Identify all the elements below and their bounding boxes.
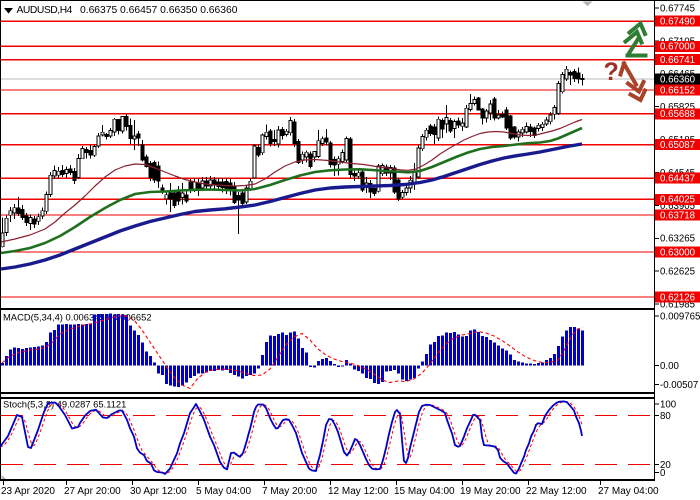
svg-text:100: 100 bbox=[660, 399, 677, 410]
svg-text:27 Apr 20:00: 27 Apr 20:00 bbox=[64, 486, 121, 497]
svg-text:0.65825: 0.65825 bbox=[660, 102, 695, 113]
svg-text:0.62625: 0.62625 bbox=[660, 267, 695, 278]
svg-text:0.67745: 0.67745 bbox=[660, 3, 695, 14]
svg-text:20: 20 bbox=[660, 460, 671, 471]
svg-text:0.66360: 0.66360 bbox=[660, 74, 696, 85]
svg-text:?: ? bbox=[604, 58, 619, 86]
svg-text:-0.00507: -0.00507 bbox=[660, 380, 698, 391]
svg-text:0.63265: 0.63265 bbox=[660, 234, 695, 245]
svg-text:0.66741: 0.66741 bbox=[660, 55, 695, 66]
svg-text:0.66152: 0.66152 bbox=[660, 85, 695, 96]
svg-text:MACD(5,34,4) 0.0063459 0.00665: MACD(5,34,4) 0.0063459 0.006652 bbox=[3, 312, 152, 323]
svg-text:0.64025: 0.64025 bbox=[660, 195, 695, 206]
svg-text:19 May 20:00: 19 May 20:00 bbox=[460, 486, 521, 497]
svg-text:0.61985: 0.61985 bbox=[660, 300, 695, 311]
svg-text:AUDUSD,H4 0.66375 0.66457 0.6: AUDUSD,H4 0.66375 0.66457 0.66350 0.6636… bbox=[17, 5, 238, 16]
svg-text:30 Apr 12:00: 30 Apr 12:00 bbox=[130, 486, 187, 497]
svg-text:7 May 20:00: 7 May 20:00 bbox=[262, 486, 317, 497]
svg-text:0.63905: 0.63905 bbox=[660, 201, 695, 212]
svg-text:0.67490: 0.67490 bbox=[660, 17, 696, 28]
svg-text:27 May 04:00: 27 May 04:00 bbox=[598, 486, 659, 497]
svg-text:0.67000: 0.67000 bbox=[660, 42, 696, 53]
svg-text:0.62126: 0.62126 bbox=[660, 292, 695, 303]
svg-text:22 May 12:00: 22 May 12:00 bbox=[526, 486, 587, 497]
svg-text:15 May 04:00: 15 May 04:00 bbox=[394, 486, 455, 497]
svg-text:0.00: 0.00 bbox=[660, 361, 679, 372]
svg-text:0.65688: 0.65688 bbox=[660, 109, 695, 120]
svg-text:0.63718: 0.63718 bbox=[660, 210, 695, 221]
svg-text:0.63000: 0.63000 bbox=[660, 247, 696, 258]
svg-text:0.009765: 0.009765 bbox=[660, 311, 700, 322]
svg-text:80: 80 bbox=[660, 411, 671, 422]
svg-text:Stoch(5,3,3) 49.0287 65.1121: Stoch(5,3,3) 49.0287 65.1121 bbox=[3, 399, 126, 410]
svg-text:0: 0 bbox=[660, 468, 666, 479]
svg-text:5 May 04:00: 5 May 04:00 bbox=[196, 486, 251, 497]
svg-text:23 Apr 2020: 23 Apr 2020 bbox=[1, 486, 55, 497]
svg-text:0.64437: 0.64437 bbox=[660, 174, 695, 185]
svg-text:0.65087: 0.65087 bbox=[660, 140, 695, 151]
svg-text:12 May 12:00: 12 May 12:00 bbox=[328, 486, 389, 497]
